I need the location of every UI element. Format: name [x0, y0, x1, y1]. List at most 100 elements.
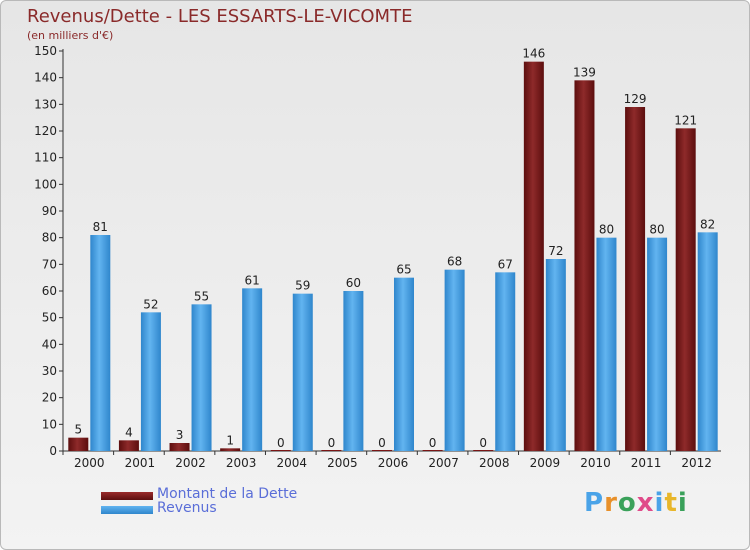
- logo-letter: i: [677, 488, 688, 518]
- y-tick-label: 80: [42, 231, 57, 245]
- bar-dette: [523, 61, 544, 452]
- y-tick-label: 90: [42, 204, 57, 218]
- y-tick-label: 30: [42, 364, 57, 378]
- bar-dette: [473, 450, 494, 451]
- bar-dette: [169, 443, 190, 451]
- logo-letter: i: [654, 488, 665, 518]
- x-tick-label: 2008: [479, 456, 510, 470]
- y-tick-label: 0: [49, 444, 57, 458]
- x-tick-label: 2003: [226, 456, 257, 470]
- x-tick-label: 2002: [175, 456, 206, 470]
- bar-revenus: [191, 304, 212, 451]
- data-label-dette: 139: [573, 65, 596, 79]
- legend-label-revenue: Revenus: [157, 500, 217, 516]
- data-label-revenus: 81: [93, 220, 108, 234]
- chart-subtitle: (en milliers d'€): [27, 29, 114, 42]
- y-tick-label: 20: [42, 391, 57, 405]
- x-tick-label: 2012: [681, 456, 712, 470]
- x-tick-label: 2007: [428, 456, 459, 470]
- chart-title: Revenus/Dette - LES ESSARTS-LE-VICOMTE: [27, 6, 413, 27]
- data-label-revenus: 60: [346, 276, 361, 290]
- bar-dette: [270, 450, 291, 451]
- data-label-revenus: 52: [143, 297, 158, 311]
- y-tick-label: 110: [34, 151, 57, 165]
- data-label-dette: 1: [226, 433, 234, 447]
- data-label-dette: 0: [277, 436, 285, 450]
- bar-revenus: [242, 288, 263, 451]
- y-tick-label: 40: [42, 337, 57, 351]
- y-tick-label: 10: [42, 417, 57, 431]
- x-tick-label: 2005: [327, 456, 358, 470]
- logo-letter: x: [636, 488, 655, 518]
- bar-dette: [372, 450, 392, 451]
- bar-revenus: [292, 293, 313, 451]
- bar-dette: [625, 107, 646, 451]
- data-label-dette: 146: [522, 47, 545, 61]
- data-label-dette: 121: [674, 113, 697, 127]
- data-label-revenus: 55: [194, 289, 209, 303]
- logo-letter: t: [664, 488, 678, 518]
- data-label-revenus: 80: [649, 223, 664, 237]
- bar-revenus: [697, 232, 718, 451]
- bar-revenus: [545, 259, 566, 451]
- data-label-dette: 0: [378, 436, 386, 450]
- data-label-dette: 0: [328, 436, 336, 450]
- legend-swatch-revenue: [101, 506, 153, 514]
- data-label-revenus: 68: [447, 255, 462, 269]
- bar-dette: [422, 450, 443, 451]
- y-tick-label: 70: [42, 257, 57, 271]
- bar-revenus: [140, 312, 161, 451]
- x-tick-label: 2000: [74, 456, 105, 470]
- data-label-revenus: 80: [599, 223, 614, 237]
- x-tick-label: 2011: [631, 456, 662, 470]
- legend-swatch-debt: [101, 492, 153, 500]
- bar-revenus: [90, 235, 111, 451]
- data-label-revenus: 61: [245, 273, 260, 287]
- bar-dette: [68, 437, 89, 451]
- bar-dette: [321, 450, 342, 451]
- x-tick-label: 2004: [276, 456, 307, 470]
- data-label-dette: 129: [624, 92, 647, 106]
- x-tick-label: 2010: [580, 456, 611, 470]
- logo-letter: r: [604, 488, 618, 518]
- y-tick-label: 50: [42, 311, 57, 325]
- y-tick-label: 130: [34, 97, 57, 111]
- bar-revenus: [394, 277, 414, 451]
- data-label-dette: 0: [429, 436, 437, 450]
- y-tick-label: 100: [34, 177, 57, 191]
- data-label-revenus: 65: [396, 263, 411, 277]
- x-tick-label: 2001: [125, 456, 156, 470]
- legend-label-debt: Montant de la Dette: [157, 486, 298, 502]
- x-tick-label: 2006: [378, 456, 409, 470]
- bar-dette: [574, 80, 595, 451]
- bar-revenus: [495, 272, 516, 451]
- proxiti-logo: Proxiti: [584, 488, 688, 518]
- x-tick-label: 2009: [530, 456, 561, 470]
- data-label-dette: 0: [479, 436, 487, 450]
- logo-letter: P: [584, 488, 605, 518]
- y-tick-label: 60: [42, 284, 57, 298]
- y-tick-label: 120: [34, 124, 57, 138]
- logo-letter: o: [617, 488, 637, 518]
- data-label-dette: 5: [74, 423, 82, 437]
- bar-revenus: [596, 237, 617, 451]
- bar-dette: [220, 448, 241, 451]
- bar-dette: [118, 440, 139, 451]
- bar-revenus: [343, 291, 364, 451]
- data-label-dette: 4: [125, 425, 133, 439]
- bar-revenus: [444, 269, 465, 451]
- y-tick-label: 140: [34, 71, 57, 85]
- y-tick-label: 150: [34, 44, 57, 58]
- data-label-dette: 3: [176, 428, 184, 442]
- bar-dette: [675, 128, 696, 451]
- data-label-revenus: 67: [498, 257, 513, 271]
- data-label-revenus: 72: [548, 244, 563, 258]
- labels-layer: 2000 5 81 2001 4 52 2002 3 55 2003 1 61 2004 0 59 2005 0…: [74, 47, 715, 470]
- data-label-revenus: 59: [295, 279, 310, 293]
- bar-revenus: [647, 237, 668, 451]
- data-label-revenus: 82: [700, 217, 715, 231]
- bars-layer: [68, 61, 718, 452]
